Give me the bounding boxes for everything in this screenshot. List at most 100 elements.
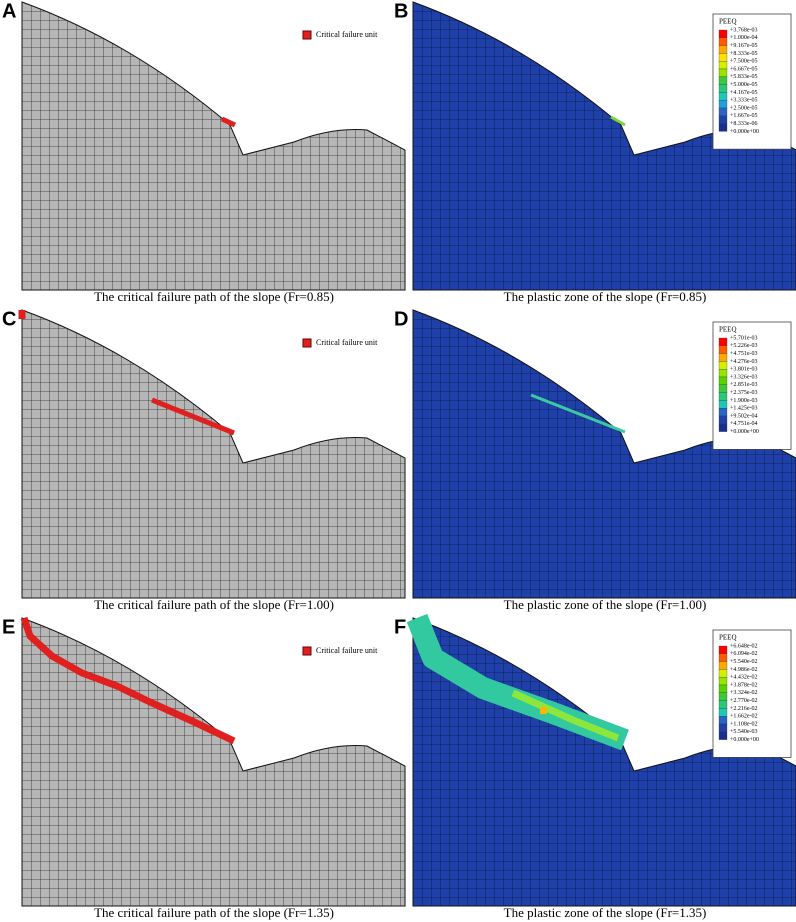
caption: The critical failure path of the slope (… xyxy=(94,905,334,920)
failure-path xyxy=(151,397,235,436)
legend-value: +3.326e-03 xyxy=(730,374,758,380)
legend-value: +0.000e+00 xyxy=(730,737,759,743)
caption: The critical failure path of the slope (… xyxy=(94,289,334,304)
legend-value: +4.986e-02 xyxy=(730,667,758,673)
legend-band xyxy=(718,408,728,417)
legend-value: +9.167e-05 xyxy=(730,43,758,49)
legend-value: +4.276e-03 xyxy=(730,359,758,365)
failure-path xyxy=(20,616,236,745)
legend-value: +1.000e-04 xyxy=(730,35,758,41)
legend-band xyxy=(718,376,728,385)
legend-band xyxy=(718,123,728,132)
caption: The plastic zone of the slope (Fr=1.00) xyxy=(504,597,707,612)
panel: PEEQ+3.768e-03 +1.000e-04 +9.167e-05 +8.333… xyxy=(412,1,796,291)
legend-band xyxy=(718,100,728,109)
legend-band xyxy=(718,400,728,409)
legend-value: +3.768e-03 xyxy=(730,27,758,33)
legend-title: PEEQ xyxy=(719,18,737,26)
legend-value: +6.667e-05 xyxy=(730,66,758,72)
panel-letter: E xyxy=(2,616,15,638)
legend-band xyxy=(718,384,728,393)
legend-value: +6.094e-02 xyxy=(730,651,758,657)
legend-value: +1.108e-02 xyxy=(730,721,758,727)
legend-band xyxy=(718,700,728,709)
plastic-zone xyxy=(530,393,626,434)
panel-letter: C xyxy=(2,308,16,330)
legend-label: Critical failure unit xyxy=(316,30,378,39)
legend-band xyxy=(718,684,728,693)
legend-band xyxy=(718,731,728,740)
mesh xyxy=(21,309,406,599)
legend-band xyxy=(718,53,728,62)
legend-value: +8.333e-06 xyxy=(730,121,758,127)
legend-value: +4.432e-02 xyxy=(730,675,758,681)
caption: The plastic zone of the slope (Fr=0.85) xyxy=(504,289,707,304)
plastic-zone xyxy=(610,115,626,127)
legend-value: +4.167e-05 xyxy=(730,90,758,96)
panel-letter: A xyxy=(2,0,16,22)
legend-band xyxy=(718,61,728,70)
legend-value: +3.333e-05 xyxy=(730,98,758,104)
legend-swatch xyxy=(302,646,312,656)
legend-value: +3.878e-02 xyxy=(730,682,758,688)
legend-band xyxy=(718,645,728,654)
legend-band xyxy=(718,708,728,717)
legend-band xyxy=(718,68,728,77)
legend-value: +1.900e-03 xyxy=(730,398,758,404)
panel: PEEQ+6.648e-02 +6.094e-02 +5.540e-02 +4.986… xyxy=(406,613,796,907)
legend-label: Critical failure unit xyxy=(316,646,378,655)
legend-band xyxy=(718,653,728,662)
legend-band xyxy=(718,353,728,362)
legend-label: Critical failure unit xyxy=(316,338,378,347)
legend-band xyxy=(718,661,728,670)
legend-band xyxy=(718,337,728,346)
legend-band xyxy=(718,345,728,354)
panel-letter: F xyxy=(394,616,406,638)
legend-value: +7.500e-05 xyxy=(730,59,758,65)
legend-band xyxy=(718,716,728,725)
legend-band xyxy=(718,415,728,424)
panel: Critical failure unit xyxy=(20,616,406,907)
legend-band xyxy=(718,84,728,93)
legend-swatch xyxy=(302,338,312,348)
legend-band xyxy=(718,669,728,678)
legend-value: +2.851e-03 xyxy=(730,382,758,388)
legend-band xyxy=(718,692,728,701)
legend-value: +4.751e-04 xyxy=(730,421,758,427)
panel-letter: B xyxy=(394,0,408,22)
legend-band xyxy=(718,115,728,124)
legend-value: +1.425e-03 xyxy=(730,406,758,412)
legend-value: +5.000e-05 xyxy=(730,82,758,88)
legend-band xyxy=(718,392,728,401)
legend-value: +5.540e-03 xyxy=(730,729,758,735)
legend-value: +2.375e-03 xyxy=(730,390,758,396)
legend-value: +2.216e-02 xyxy=(730,706,758,712)
legend-band xyxy=(718,37,728,46)
legend-band xyxy=(718,29,728,38)
legend-band xyxy=(718,677,728,686)
legend-value: +9.502e-04 xyxy=(730,413,758,419)
plastic-peak xyxy=(540,707,547,714)
legend-band xyxy=(718,361,728,370)
legend-band xyxy=(718,369,728,378)
panel: PEEQ+5.701e-03 +5.226e-03 +4.751e-03 +4.276… xyxy=(412,309,796,599)
legend-value: +2.770e-02 xyxy=(730,698,758,704)
legend-value: +4.751e-03 xyxy=(730,351,758,357)
mesh xyxy=(21,617,406,907)
legend-band xyxy=(718,92,728,101)
legend-band xyxy=(718,45,728,54)
legend-value: +8.333e-05 xyxy=(730,51,758,57)
legend-value: +3.324e-02 xyxy=(730,690,758,696)
legend-value: +1.662e-02 xyxy=(730,714,758,720)
legend-title: PEEQ xyxy=(719,326,737,334)
legend-value: +6.648e-02 xyxy=(730,643,758,649)
legend-band xyxy=(718,723,728,732)
legend-band xyxy=(718,76,728,85)
legend-value: +0.000e+00 xyxy=(730,429,759,435)
caption: The critical failure path of the slope (… xyxy=(94,597,334,612)
legend-value: +5.833e-05 xyxy=(730,74,758,80)
failure-path xyxy=(220,116,237,128)
caption: The plastic zone of the slope (Fr=1.35) xyxy=(504,905,707,920)
legend-swatch xyxy=(302,30,312,40)
